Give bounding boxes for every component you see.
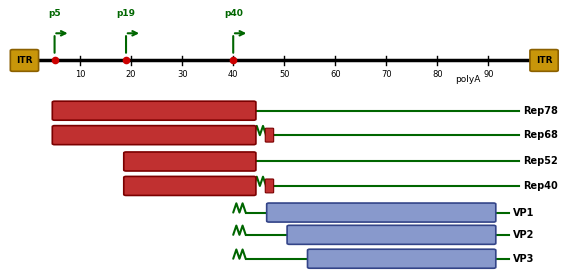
Text: 90: 90	[483, 70, 494, 79]
Text: 70: 70	[381, 70, 391, 79]
Text: 80: 80	[432, 70, 443, 79]
FancyBboxPatch shape	[265, 128, 274, 142]
Text: polyA: polyA	[455, 75, 481, 84]
FancyBboxPatch shape	[10, 50, 39, 71]
Text: VP1: VP1	[513, 207, 535, 218]
Text: p40: p40	[224, 9, 242, 18]
Text: p19: p19	[117, 9, 135, 18]
FancyBboxPatch shape	[307, 249, 496, 268]
Text: 10: 10	[75, 70, 85, 79]
FancyBboxPatch shape	[124, 152, 256, 171]
FancyBboxPatch shape	[52, 126, 256, 145]
FancyBboxPatch shape	[52, 101, 256, 120]
Text: 30: 30	[177, 70, 188, 79]
Text: Rep78: Rep78	[523, 106, 558, 116]
Text: 50: 50	[279, 70, 290, 79]
FancyBboxPatch shape	[287, 225, 496, 244]
Text: VP3: VP3	[513, 254, 535, 264]
Text: Rep68: Rep68	[523, 130, 558, 140]
Text: ITR: ITR	[536, 56, 552, 65]
FancyBboxPatch shape	[530, 50, 558, 71]
Text: 60: 60	[330, 70, 341, 79]
Text: ITR: ITR	[16, 56, 32, 65]
Text: Rep52: Rep52	[523, 156, 558, 167]
FancyBboxPatch shape	[124, 176, 256, 195]
Text: 20: 20	[126, 70, 137, 79]
FancyBboxPatch shape	[267, 203, 496, 222]
Text: 40: 40	[228, 70, 238, 79]
Text: p5: p5	[48, 9, 61, 18]
Text: VP2: VP2	[513, 230, 535, 240]
Text: Rep40: Rep40	[523, 181, 558, 191]
FancyBboxPatch shape	[265, 179, 274, 193]
